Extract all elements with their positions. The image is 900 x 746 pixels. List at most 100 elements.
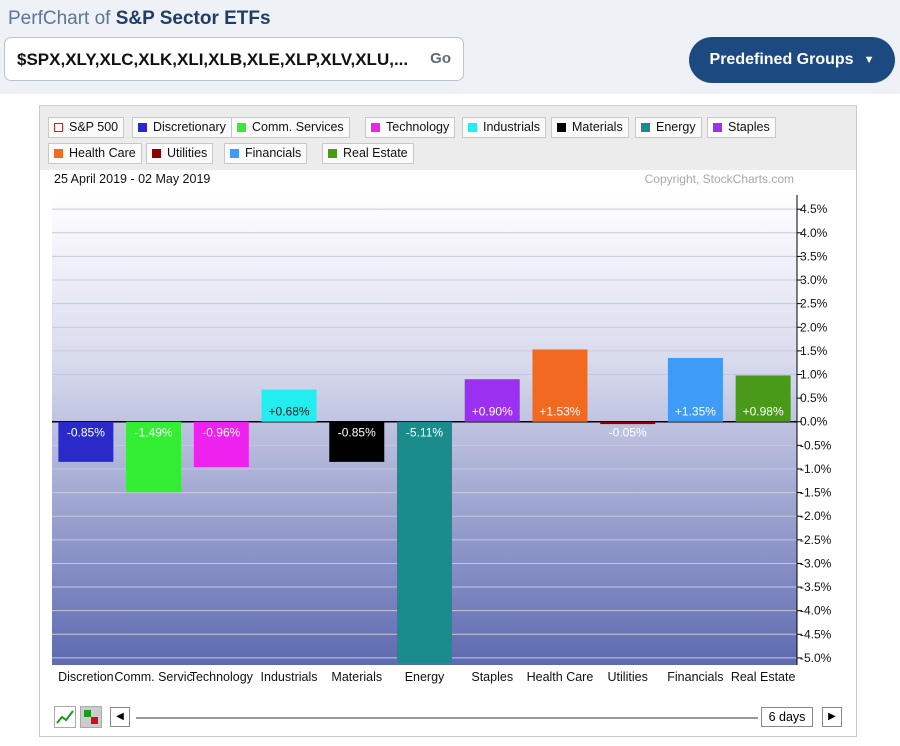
y-tick-label: -2.5% — [800, 533, 832, 547]
legend-item[interactable]: Materials — [551, 117, 629, 138]
legend-swatch — [713, 123, 722, 132]
y-tick-label: -3.0% — [800, 556, 832, 570]
bar — [464, 379, 520, 422]
legend-label: Discretionary — [153, 120, 226, 134]
legend-label: Comm. Services — [252, 120, 344, 134]
legend-item[interactable]: Real Estate — [322, 143, 414, 164]
x-category-label: Materials — [331, 670, 382, 684]
legend-label: Materials — [572, 120, 623, 134]
bar-value-label: +0.98% — [743, 405, 784, 419]
legend-label: Energy — [656, 120, 696, 134]
legend-swatch — [557, 123, 566, 132]
arrow-right-icon[interactable]: ▶ — [822, 707, 842, 727]
x-category-label: Industrials — [261, 670, 318, 684]
legend-item[interactable]: Utilities — [146, 143, 214, 164]
legend: S&P 500 Discretionary Comm. Services Techno… — [40, 106, 856, 170]
perfchart: S&P 500 Discretionary Comm. Services Techno… — [39, 105, 857, 737]
legend-item[interactable]: Comm. Services — [231, 117, 350, 138]
x-category-label: Comm. Servic — [114, 670, 192, 684]
y-tick-label: 2.5% — [800, 297, 828, 311]
legend-swatch — [328, 149, 337, 158]
legend-item[interactable]: Energy — [635, 117, 702, 138]
legend-swatch — [54, 123, 63, 132]
chevron-down-icon: ▼ — [863, 54, 875, 66]
page-title: PerfChart of S&P Sector ETFs — [8, 8, 271, 30]
legend-item[interactable]: Industrials — [462, 117, 546, 138]
bar — [667, 357, 723, 422]
bar-chart-icon[interactable] — [80, 706, 102, 728]
legend-swatch — [237, 123, 246, 132]
predefined-groups-button[interactable]: Predefined Groups ▼ — [689, 37, 895, 83]
y-tick-label: -0.5% — [800, 438, 832, 452]
go-button[interactable]: Go — [430, 50, 451, 67]
legend-item[interactable]: S&P 500 — [48, 117, 125, 138]
y-tick-label: 3.5% — [800, 249, 828, 263]
y-tick-label: 4.5% — [800, 202, 828, 216]
legend-item[interactable]: Discretionary — [132, 117, 232, 138]
x-category-label: Discretion — [58, 670, 114, 684]
symbols-input[interactable] — [15, 47, 419, 73]
legend-label: Technology — [386, 120, 450, 134]
legend-swatch — [371, 123, 380, 132]
y-tick-label: 4.0% — [800, 226, 828, 240]
legend-label: Industrials — [483, 120, 540, 134]
y-tick-label: -4.5% — [800, 627, 832, 641]
legend-item[interactable]: Staples — [707, 117, 776, 138]
legend-label: Utilities — [167, 146, 208, 160]
copyright: Copyright, StockCharts.com — [645, 172, 794, 186]
x-category-label: Technology — [190, 670, 254, 684]
legend-label: Real Estate — [343, 146, 408, 160]
bar-value-label: +1.35% — [675, 405, 716, 419]
legend-label: Staples — [728, 120, 770, 134]
period-label[interactable]: 6 days — [761, 707, 813, 727]
bar-value-label: +1.53% — [539, 405, 580, 419]
y-tick-label: 2.0% — [800, 320, 828, 334]
bar — [193, 421, 249, 468]
line-chart-icon[interactable] — [54, 706, 76, 728]
time-slider[interactable] — [136, 717, 758, 719]
legend-item[interactable]: Health Care — [48, 143, 142, 164]
x-category-label: Energy — [405, 670, 445, 684]
bar — [397, 421, 452, 664]
date-range: 25 April 2019 - 02 May 2019 — [54, 172, 210, 186]
title-prefix: PerfChart of — [8, 8, 111, 29]
bar-value-label: -5.11% — [406, 426, 443, 440]
legend-item[interactable]: Financials — [224, 143, 308, 164]
bar — [126, 421, 182, 493]
bar — [735, 375, 791, 422]
bar — [329, 421, 385, 462]
bar — [532, 349, 588, 422]
x-category-label: Utilities — [608, 670, 648, 684]
legend-swatch — [468, 123, 477, 132]
y-tick-label: -1.0% — [800, 462, 832, 476]
x-category-label: Financials — [667, 670, 723, 684]
arrow-left-icon[interactable]: ◀ — [110, 707, 130, 727]
bar-value-label: +0.68% — [269, 405, 310, 419]
y-tick-label: 1.0% — [800, 367, 828, 381]
legend-swatch — [152, 149, 161, 158]
y-tick-label: 0.5% — [800, 391, 828, 405]
bar-value-label: -0.05% — [609, 426, 647, 440]
y-tick-label: 3.0% — [800, 273, 828, 287]
legend-swatch — [641, 123, 650, 132]
legend-label: S&P 500 — [69, 120, 119, 134]
y-tick-label: 1.5% — [800, 344, 828, 358]
bar-value-label: -0.85% — [338, 426, 376, 440]
y-tick-label: -4.0% — [800, 604, 832, 618]
x-category-label: Real Estate — [731, 670, 796, 684]
legend-label: Health Care — [69, 146, 136, 160]
y-tick-label: -3.5% — [800, 580, 832, 594]
bar-value-label: -1.49% — [135, 426, 173, 440]
chart-controls: ◀ 6 days ▶ — [40, 702, 856, 736]
bar — [58, 421, 114, 462]
y-tick-label: -2.0% — [800, 509, 832, 523]
bar-value-label: -0.85% — [67, 426, 105, 440]
symbols-box: Go — [4, 37, 464, 81]
bar-value-label: -0.96% — [202, 426, 240, 440]
legend-swatch — [138, 123, 147, 132]
y-tick-label: -5.0% — [800, 651, 832, 665]
legend-item[interactable]: Technology — [365, 117, 456, 138]
legend-swatch — [230, 149, 239, 158]
bar — [600, 421, 656, 425]
group-name: S&P Sector ETFs — [115, 8, 271, 29]
